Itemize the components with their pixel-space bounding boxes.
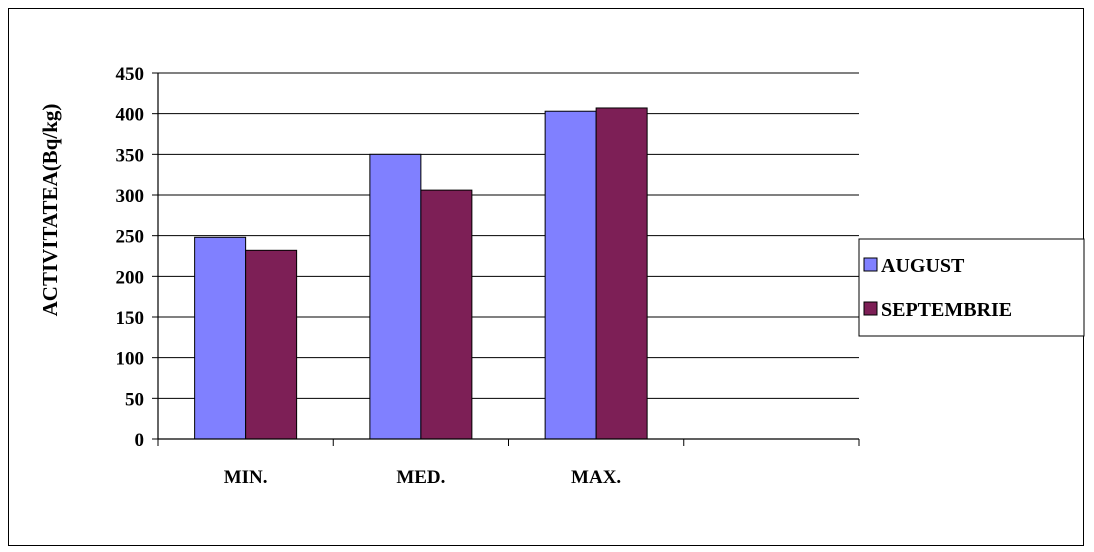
x-category-label: MAX. xyxy=(571,467,621,488)
y-axis-title: ACTIVITATEA(Bq/kg) xyxy=(38,104,62,317)
x-category-label: MIN. xyxy=(224,467,268,488)
bar-august xyxy=(194,236,247,440)
y-tick-label: 100 xyxy=(116,349,145,370)
y-tick-label: 50 xyxy=(125,389,144,410)
legend: AUGUST SEPTEMBRIE xyxy=(858,238,1085,337)
legend-swatch-septembrie xyxy=(863,301,878,316)
bar-septembrie xyxy=(420,189,473,440)
y-tick-label: 350 xyxy=(116,145,145,166)
bar-august xyxy=(369,153,422,440)
y-tick-label: 250 xyxy=(116,227,145,248)
bar-septembrie xyxy=(245,249,298,440)
y-ticks: 0 50 100 150 200 250 300 350 400 450 xyxy=(116,64,158,451)
x-category-label: MED. xyxy=(396,467,445,488)
y-tick-label: 450 xyxy=(116,64,145,85)
y-tick-label: 200 xyxy=(116,267,145,288)
y-tick-label: 0 xyxy=(135,430,145,451)
x-ticks: MIN. MED. MAX. xyxy=(157,439,860,488)
y-tick-label: 300 xyxy=(116,186,145,207)
legend-label-septembrie: SEPTEMBRIE xyxy=(881,299,1012,321)
y-tick-label: 150 xyxy=(116,308,145,329)
legend-label-august: AUGUST xyxy=(881,255,965,277)
y-tick-label: 400 xyxy=(116,105,145,126)
bar-septembrie xyxy=(595,107,648,440)
bar-august xyxy=(544,110,597,440)
legend-swatch-august xyxy=(863,257,878,272)
bars xyxy=(194,107,648,440)
legend-box xyxy=(858,238,1085,337)
